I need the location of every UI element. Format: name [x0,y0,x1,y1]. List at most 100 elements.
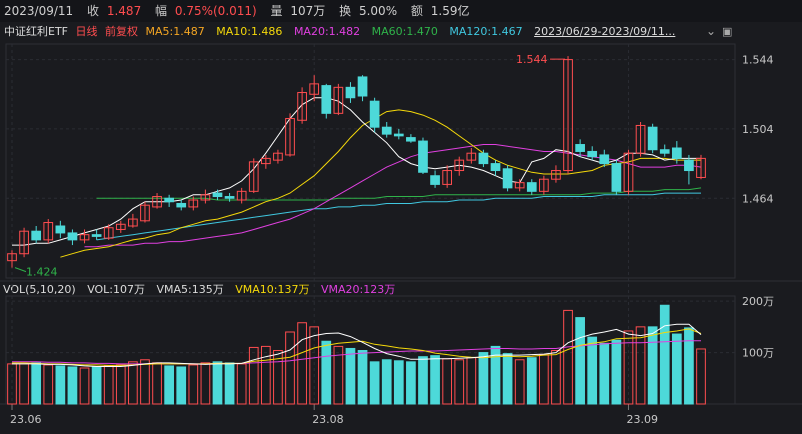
amount-label: 额 [410,4,423,18]
candle [611,163,622,192]
candle [67,232,78,241]
candle [406,137,416,142]
candle [502,168,513,189]
date-range[interactable]: 2023/06/29-2023/09/11... [534,25,676,38]
candle [478,152,489,165]
candle [526,182,537,192]
security-name[interactable]: 中证红利ETF [4,25,68,38]
x-tick-label: 23.09 [626,413,658,426]
ma10-line [60,109,701,258]
candle [55,225,66,234]
candle [212,192,223,198]
volume-bar [478,352,489,405]
candle [103,227,114,239]
volume-bar [152,362,162,405]
candle [454,159,465,172]
ma120-line [96,192,701,241]
max-price-label: 1.544 [516,53,548,66]
volume-bar [128,361,138,405]
volume-bar [79,367,90,405]
candle [563,59,573,172]
volume-tick-label: 100万 [742,347,774,360]
candle [357,76,368,97]
candle [115,223,126,230]
volume-bar [285,331,295,405]
volume-bar [393,360,404,405]
candle [623,152,634,192]
min-price-label: 1.424 [26,266,58,279]
volume-bar [224,362,235,405]
period-label[interactable]: 日线 [75,25,98,38]
ma5-label: MA5:1.487 [145,25,205,38]
volume-bar [333,345,344,405]
candle [297,92,307,121]
price-panel-frame [5,43,736,279]
candle [575,144,585,152]
volume-legend: VOL(5,10,20) VOL:107万 VMA5:135万 VMA10:13… [0,281,395,299]
ma20-line [84,144,702,248]
lock-icon[interactable]: ▣ [722,25,733,38]
candle [466,152,477,161]
volume-bar [430,355,440,405]
candle [381,126,392,135]
candle [321,85,332,114]
candle [430,175,440,185]
volume-bar [357,350,368,405]
volume-bar [164,365,174,405]
volume-bar [248,346,259,405]
volume-bar [635,326,646,405]
volume-bar [551,350,561,405]
volume-bar [575,317,585,405]
volume-bar [611,339,622,405]
min-price-pointer [14,267,27,273]
volume-bar [539,354,549,405]
volume-bar [212,361,223,405]
volume-bar [406,361,416,405]
volume-bar [67,366,78,405]
amount-value: 1.59亿 [430,4,470,18]
candle [345,86,356,99]
adjust-label[interactable]: 前复权 [105,25,138,38]
volume-bar [115,364,126,405]
vma10-label: VMA10:137万 [235,283,310,296]
volume-bar [466,357,477,405]
candle [599,154,610,165]
candle [128,218,138,227]
volume-bar [140,359,150,405]
candle [671,147,682,159]
candle [260,157,271,165]
volume-bar [381,359,392,405]
price-tick-label: 1.464 [742,192,774,205]
quote-date: 2023/09/11 [4,4,74,18]
volume-bar [297,322,307,405]
candle [490,163,501,172]
candle [43,222,54,241]
candle [551,170,561,180]
volume-bar [514,359,525,405]
volume-bar [623,330,634,405]
volume-bar [91,366,102,405]
volume-value: 107万 [290,4,326,18]
candle [164,197,174,203]
volume-bar [659,304,670,405]
vma20-line [12,340,701,365]
chevron-down-icon[interactable]: ⌄ [706,24,717,38]
candle [273,152,283,161]
candle [369,100,380,128]
volume-bar [43,364,54,405]
volume-bar [321,340,332,405]
quote-header: 2023/09/11 收 1.487 幅 0.75%(0.011) 量 107万… [0,0,802,22]
volume-bar [599,342,610,405]
candle [140,204,150,222]
price-tick-label: 1.544 [742,54,774,67]
volume-bar [345,347,356,405]
volume-bar [369,361,380,405]
change-value: 0.75%(0.011) [174,4,257,18]
candle [514,182,525,189]
vma10-line [12,328,702,366]
candle [79,234,90,241]
volume-bar [502,353,513,405]
vma5-label: VMA5:135万 [156,283,224,296]
candle [19,230,29,255]
